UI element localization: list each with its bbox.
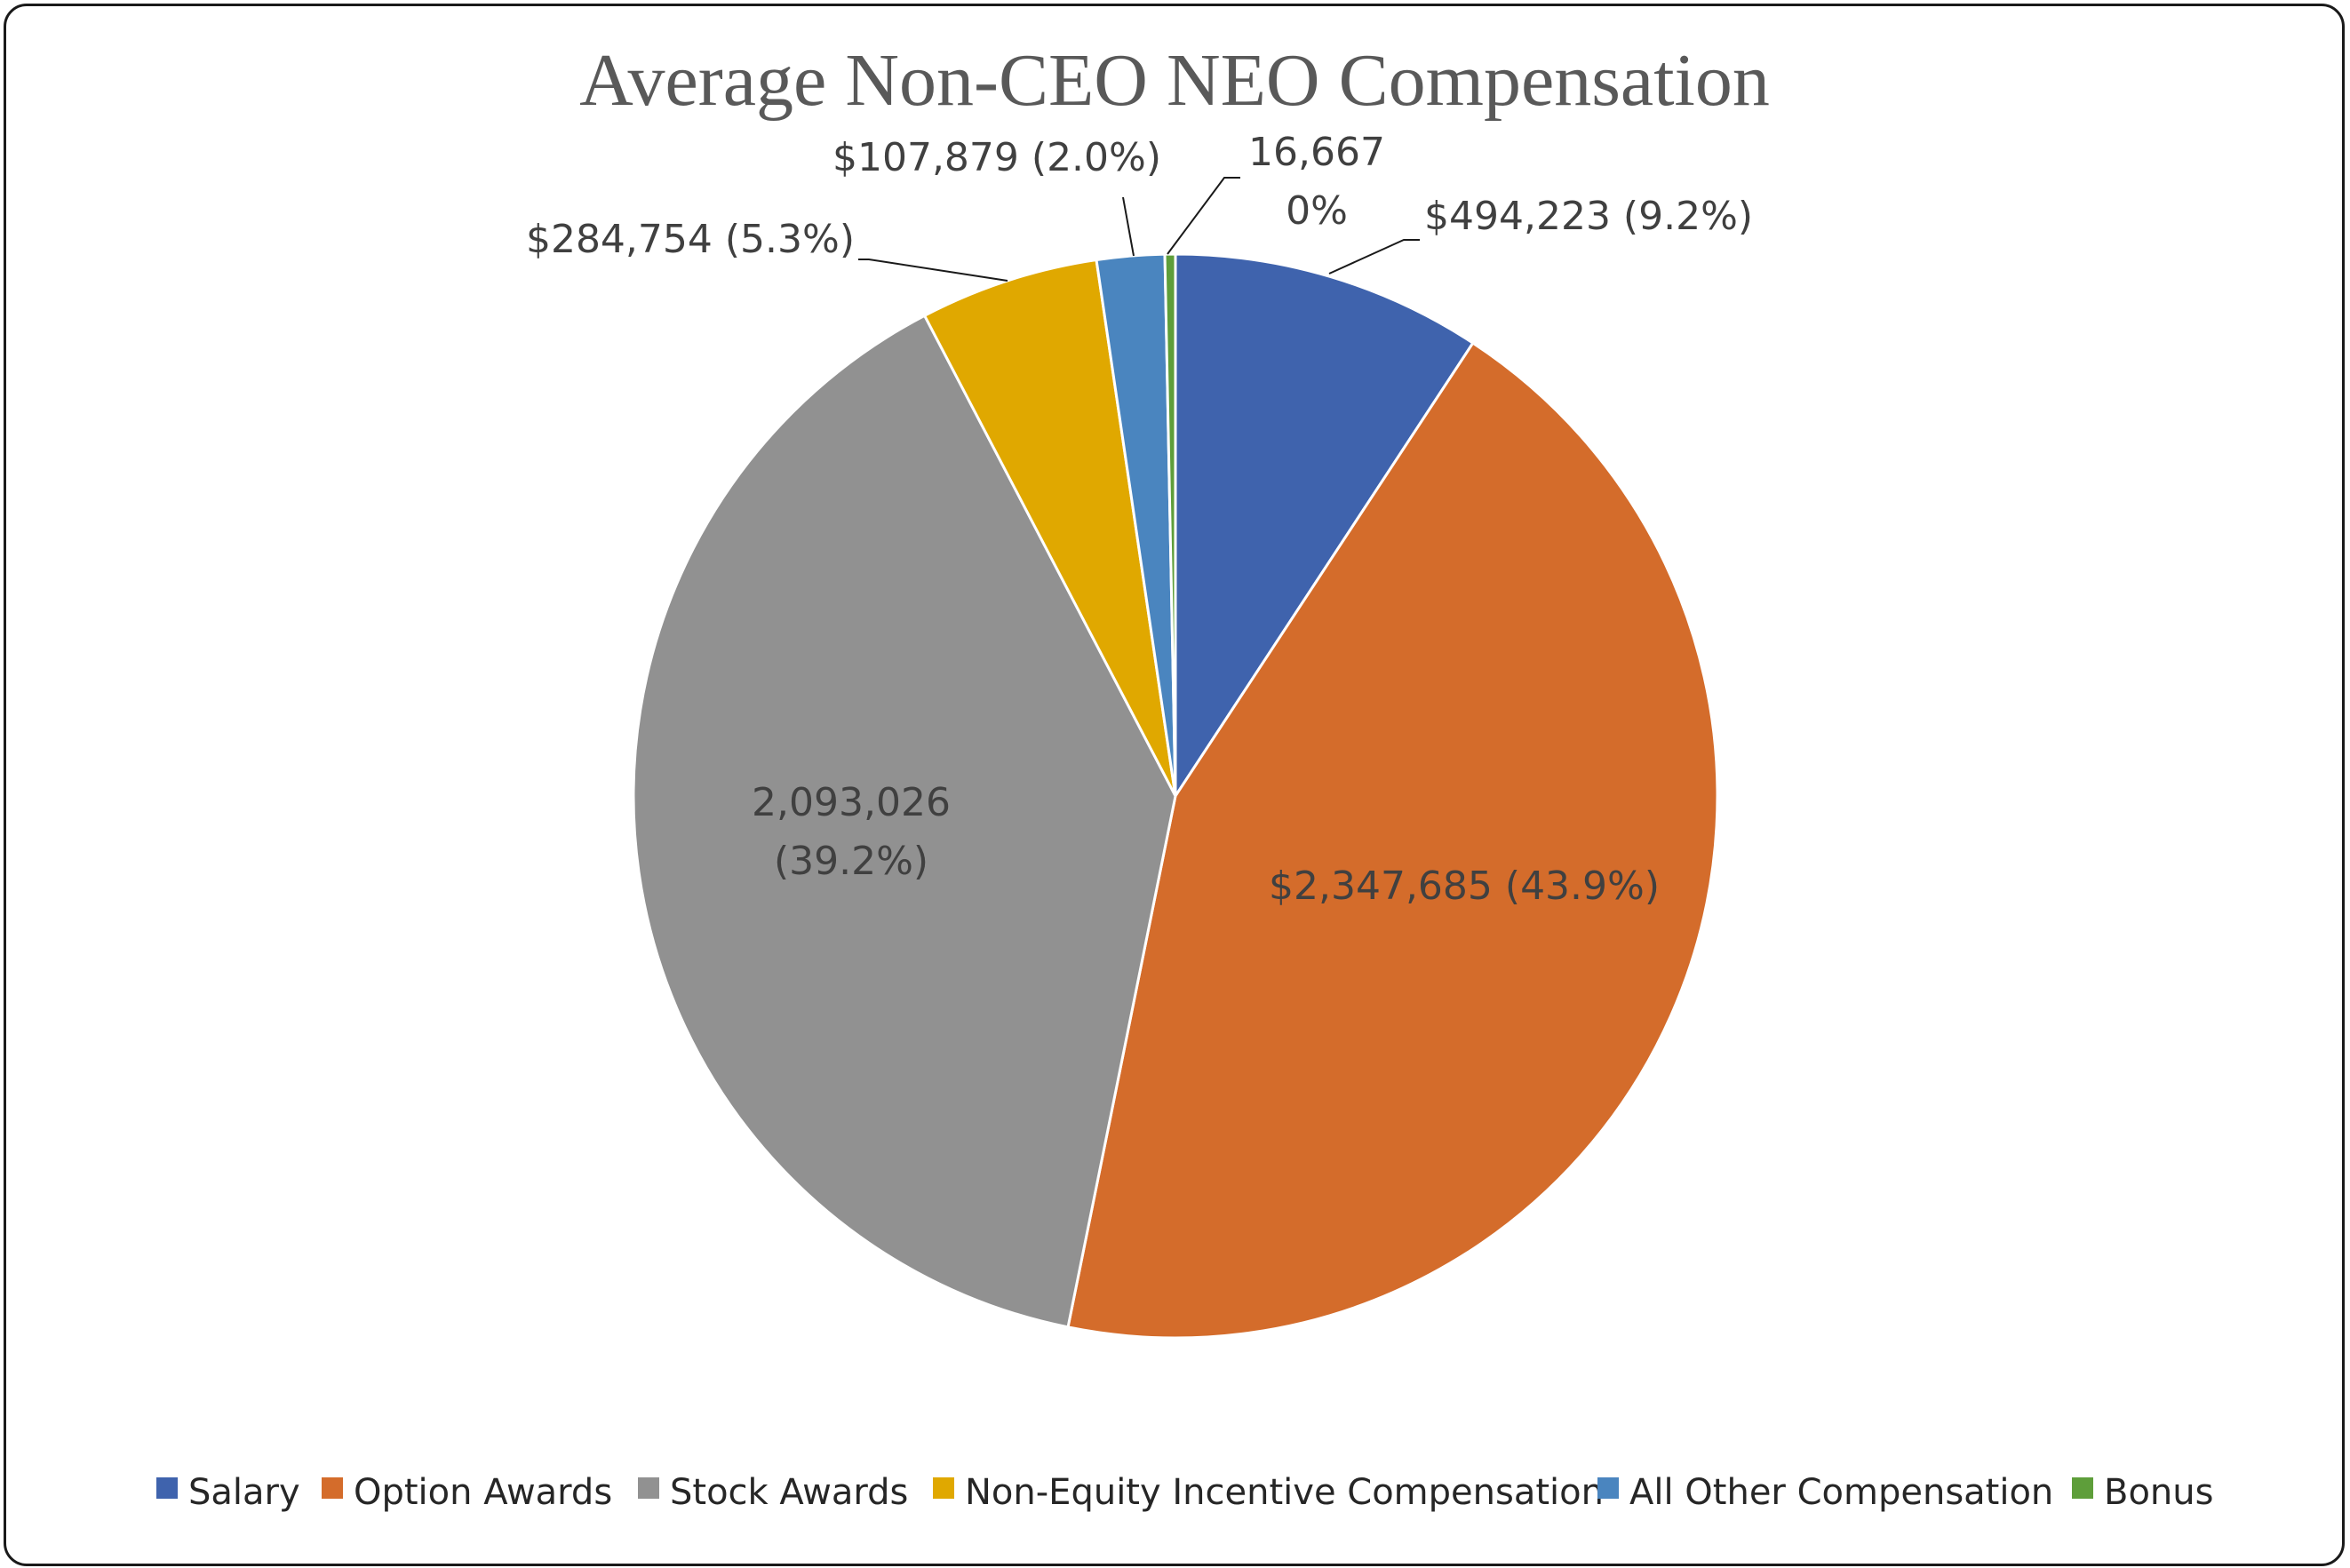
legend-label-all-other-compensation: All Other Compensation [1629, 1472, 2053, 1513]
legend-swatch-bonus [2072, 1477, 2093, 1499]
legend-swatch-option-awards [322, 1477, 343, 1499]
legend-label-bonus: Bonus [2104, 1472, 2213, 1513]
pie-slice-non-equity-incentive-compensation [922, 258, 1177, 797]
pie-slices [632, 252, 1719, 1340]
pie-slice-bonus [1163, 252, 1177, 797]
legend-swatch-stock-awards [638, 1477, 659, 1499]
leader-line-bonus [1167, 177, 1240, 255]
legend-label-stock-awards: Stock Awards [670, 1472, 908, 1513]
data-label-bonus: 16,667 [1248, 130, 1385, 175]
chart-title: Average Non-CEO NEO Compensation [579, 39, 1770, 122]
leader-line-all-other-compensation [1122, 196, 1135, 257]
data-label-stock-awards: (39.2%) [774, 839, 928, 884]
pie-slice-stock-awards [632, 314, 1177, 1329]
leader-lines [858, 177, 1420, 282]
data-label-salary: $494,223 (9.2%) [1424, 194, 1753, 239]
leader-line-salary [1328, 239, 1420, 275]
data-label-stock-awards: 2,093,026 [752, 780, 951, 825]
data-label-non-equity-incentive-compensation: $284,754 (5.3%) [526, 217, 855, 262]
legend-label-option-awards: Option Awards [354, 1472, 612, 1513]
legend-label-salary: Salary [188, 1472, 300, 1513]
data-label-option-awards: $2,347,685 (43.9%) [1269, 864, 1660, 909]
legend-swatch-salary [156, 1477, 178, 1499]
legend: Salary Option Awards Stock Awards Non-Equit… [156, 1472, 2213, 1513]
data-labels: $494,223 (9.2%) $2,347,685 (43.9%) 2,093,0… [526, 130, 1753, 909]
data-label-bonus: 0% [1286, 188, 1348, 234]
legend-label-non-equity-incentive-compensation: Non-Equity Incentive Compensation [965, 1472, 1604, 1513]
pie-slice-salary [1174, 252, 1475, 801]
data-label-all-other-compensation: $107,879 (2.0%) [832, 135, 1161, 180]
leader-line-non-equity-incentive-compensation [858, 259, 1008, 282]
legend-swatch-all-other-compensation [1597, 1477, 1619, 1499]
pie-slice-option-awards [1066, 341, 1719, 1340]
legend-swatch-non-equity-incentive-compensation [933, 1477, 954, 1499]
